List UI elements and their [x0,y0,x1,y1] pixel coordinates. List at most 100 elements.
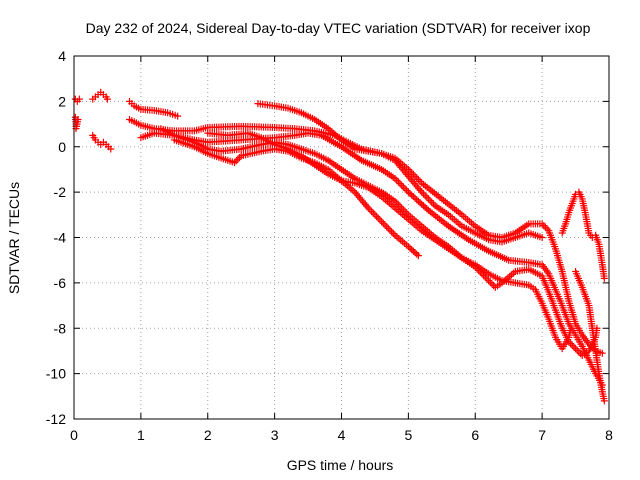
x-tick-label: 0 [70,427,78,443]
data-point [411,172,419,180]
grid [74,56,609,419]
data-point [575,348,583,356]
y-tick-label: -10 [46,366,66,382]
chart-title: Day 232 of 2024, Sidereal Day-to-day VTE… [86,20,591,36]
data-point [408,191,416,199]
data-point [416,177,424,185]
data-point [600,397,608,405]
data-point [409,247,417,255]
data-point [107,145,115,153]
data-point [383,223,391,231]
data-point [598,349,606,357]
data-point [394,201,402,209]
series-track-early-b [71,113,82,133]
x-tick-label: 5 [404,427,412,443]
data-point [541,223,549,231]
data-point [399,183,407,191]
data-point [485,277,493,285]
data-point [408,169,416,177]
data-point [393,176,401,184]
x-tick-label: 1 [137,427,145,443]
series-track-8 [558,188,608,282]
data-point [414,197,422,205]
data-point [408,246,416,254]
data-point [231,159,238,167]
y-tick-label: 0 [58,139,66,155]
y-tick-label: -2 [54,184,67,200]
data-point [481,273,489,281]
data-point [480,272,488,280]
y-tick-label: 2 [58,93,66,109]
data-point [419,190,427,198]
data-point [232,157,240,165]
y-tick-label: 4 [58,48,66,64]
x-tick-label: 3 [271,427,279,443]
data-points [71,88,608,405]
data-point [406,190,414,198]
series-track-6 [204,129,574,353]
x-axis-label: GPS time / hours [287,457,394,473]
data-point [486,278,494,286]
data-point [381,221,389,229]
data-point [174,112,182,120]
data-point [236,154,244,162]
data-point [413,196,421,204]
data-point [391,197,399,205]
data-point [396,202,404,210]
data-point [411,249,419,257]
y-axis-ticks: -12 -10 -8 -6 -4 -2 0 2 4 [46,48,609,427]
y-tick-label: -6 [54,275,67,291]
data-point [404,188,412,196]
x-tick-label: 2 [204,427,212,443]
data-point [373,213,381,221]
data-point [418,200,426,208]
data-point [488,280,496,288]
data-point [418,188,426,196]
data-point [424,195,432,203]
data-point [369,209,377,217]
data-point [421,203,429,211]
data-point [376,216,384,224]
data-point [396,180,404,188]
data-point [568,341,576,349]
data-point [600,274,608,282]
data-point [398,181,406,189]
data-point [389,230,397,238]
data-point [364,204,372,212]
data-point [538,234,546,241]
data-point [423,205,431,213]
series-track-early-d [89,131,115,153]
data-point [423,193,431,201]
data-point [404,243,412,251]
data-point [409,193,417,201]
data-point [483,275,491,283]
y-tick-label: -4 [54,230,67,246]
data-point [406,244,414,252]
x-tick-label: 7 [538,427,546,443]
data-point [428,198,436,206]
data-point [393,199,401,207]
data-point [379,219,387,227]
data-point [411,194,419,202]
y-tick-label: -12 [46,411,66,427]
data-point [426,197,434,205]
data-point [75,95,83,103]
data-point [540,222,548,230]
data-point [368,207,376,215]
data-point [391,175,399,183]
data-point [394,178,402,186]
data-point [388,228,396,236]
series-track-7 [254,100,546,246]
plot-frame [73,55,610,420]
data-point [570,343,578,351]
data-point [371,211,379,219]
data-point [572,345,580,353]
data-point [74,116,82,124]
data-point [386,226,394,234]
data-point [366,206,374,214]
x-tick-label: 6 [471,427,479,443]
data-point [414,176,422,184]
series-track-9 [572,268,608,405]
data-point [404,165,412,173]
